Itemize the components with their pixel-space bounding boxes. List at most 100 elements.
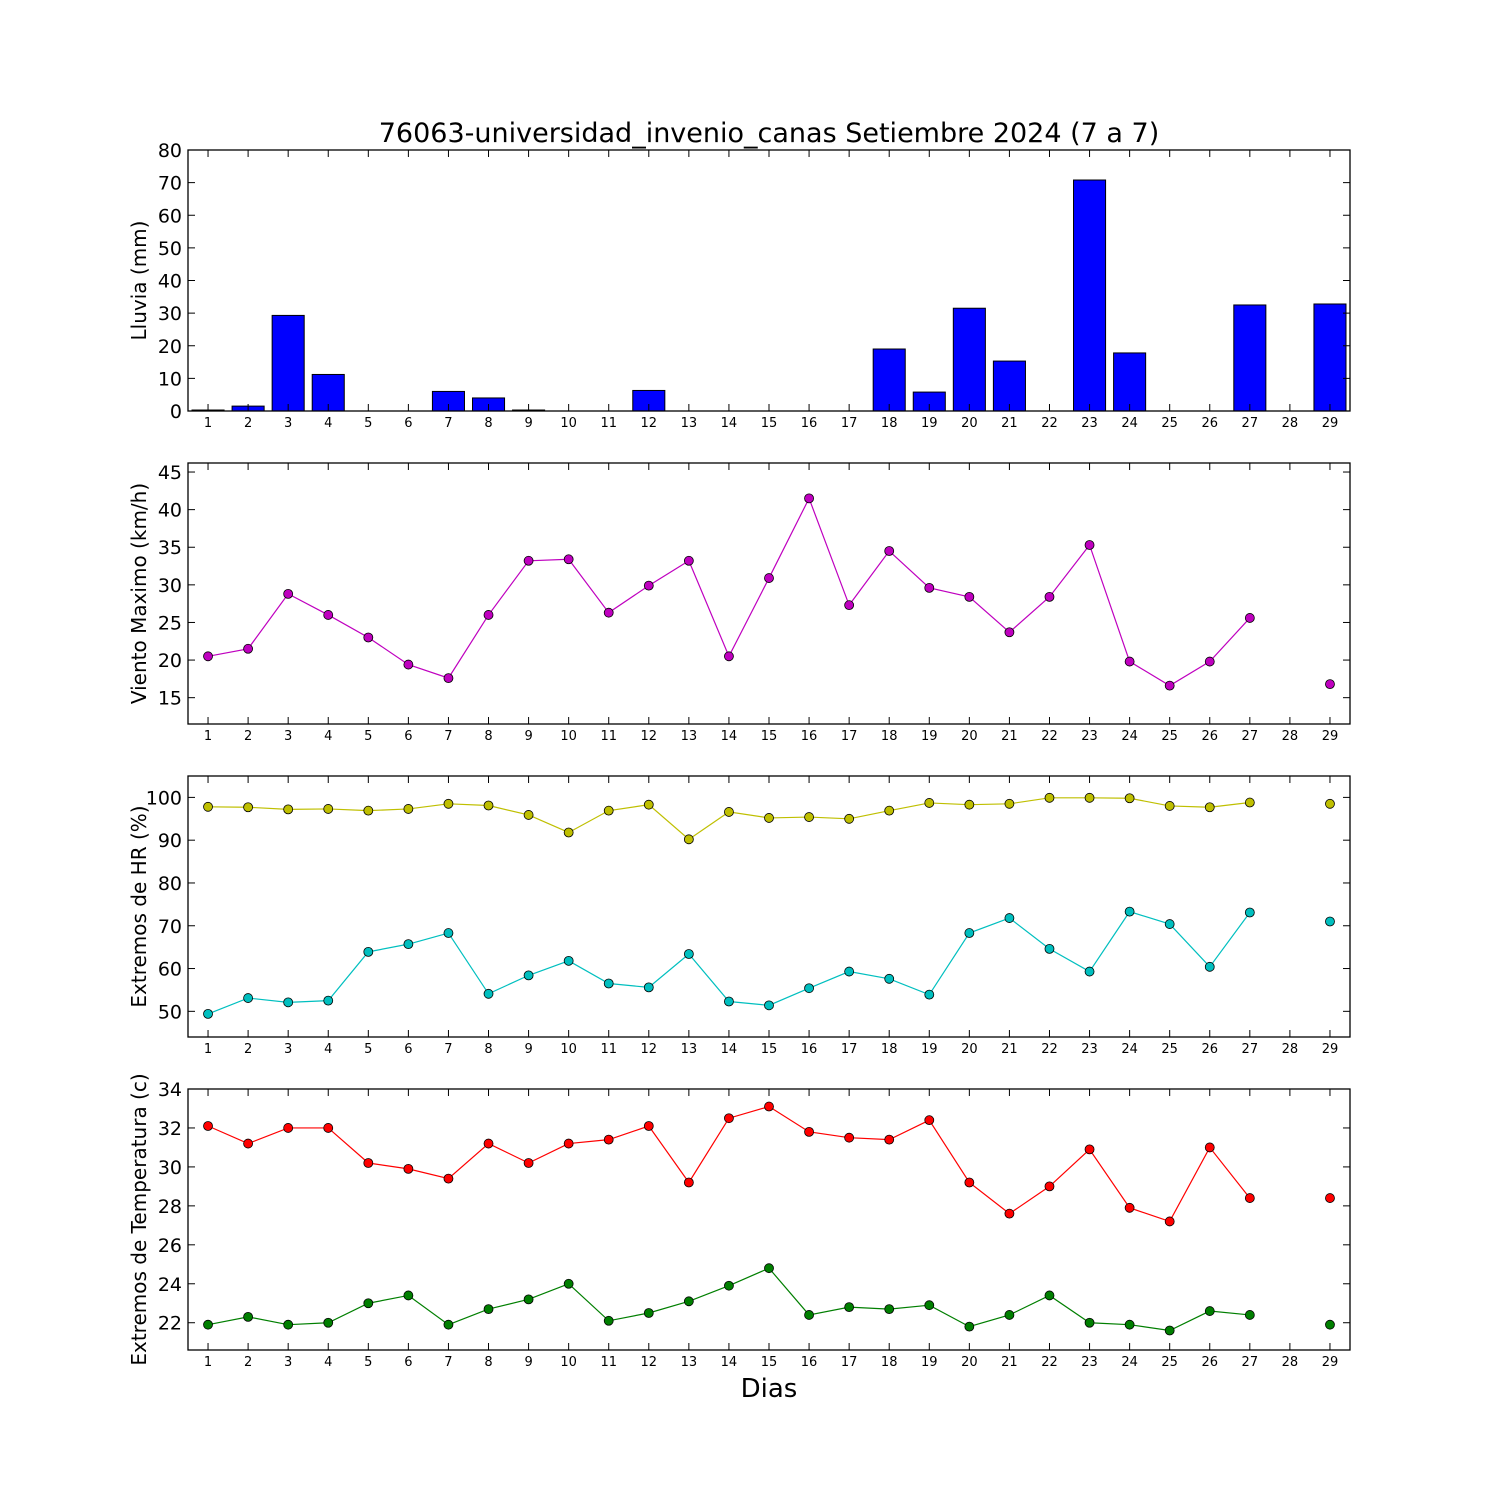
point-series-2-day-29 — [1325, 1319, 1335, 1330]
point-series-1-day-3 — [283, 588, 294, 599]
y-tick-label: 0 — [170, 401, 182, 423]
x-tick-label: 7 — [444, 1042, 452, 1057]
point-series-1-day-4 — [323, 804, 334, 814]
point-series-2-day-7 — [443, 1319, 454, 1330]
plot-frame — [187, 1088, 1351, 1351]
x-tick-label: 15 — [761, 1355, 778, 1370]
point-series-2-day-7 — [443, 928, 454, 938]
point-series-1-day-26 — [1204, 656, 1215, 667]
point-series-2-day-2 — [243, 993, 254, 1003]
y-axis-label: Viento Maximo (km/h) — [127, 483, 151, 704]
x-tick-label: 11 — [600, 416, 617, 431]
x-tick-label: 21 — [1001, 1355, 1018, 1370]
point-series-1-day-14 — [724, 1113, 734, 1124]
x-tick-label: 19 — [921, 729, 938, 744]
point-series-2-day-19 — [924, 989, 935, 1000]
point-series-2-day-16 — [804, 983, 814, 994]
point-series-1-day-2 — [243, 802, 254, 813]
x-tick-label: 5 — [364, 729, 372, 744]
point-series-2-day-9 — [523, 970, 534, 981]
point-series-1-day-17 — [844, 1132, 855, 1143]
y-tick-label: 60 — [158, 205, 182, 227]
y-tick-label: 20 — [158, 650, 182, 672]
point-series-2-day-9 — [523, 1294, 534, 1305]
x-tick-label: 19 — [921, 416, 938, 431]
point-series-1-day-6 — [403, 659, 414, 670]
x-tick-label: 3 — [284, 1042, 292, 1057]
bar-day-21 — [992, 360, 1026, 412]
x-tick-label: 27 — [1242, 729, 1259, 744]
point-series-1-day-12 — [643, 580, 654, 591]
x-tick-label: 6 — [404, 416, 412, 431]
point-series-1-day-24 — [1124, 1202, 1135, 1213]
bar-day-24 — [1113, 352, 1147, 412]
point-series-1-day-26 — [1204, 1142, 1215, 1153]
x-tick-label: 4 — [324, 1355, 332, 1370]
point-series-1-day-10 — [563, 554, 574, 565]
x-tick-label: 24 — [1121, 729, 1138, 744]
point-series-1-day-24 — [1124, 656, 1135, 667]
y-tick-label: 10 — [158, 368, 182, 390]
point-series-2-day-26 — [1204, 1306, 1215, 1316]
y-tick-label: 90 — [158, 830, 182, 852]
point-series-2-day-16 — [804, 1310, 814, 1320]
point-series-1-day-14 — [724, 651, 734, 662]
x-tick-label: 16 — [801, 1042, 818, 1057]
point-series-1-day-5 — [363, 632, 374, 643]
x-axis-label: Dias — [741, 1374, 798, 1404]
point-series-2-day-11 — [603, 978, 614, 989]
point-series-1-day-2 — [243, 643, 254, 654]
x-tick-label: 25 — [1161, 1042, 1178, 1057]
point-series-1-day-1 — [203, 651, 213, 662]
x-tick-label: 14 — [721, 729, 738, 744]
point-series-1-day-19 — [924, 798, 935, 808]
plot-frame — [187, 462, 1351, 725]
y-axis-label: Lluvia (mm) — [127, 221, 151, 341]
y-tick-label: 22 — [158, 1313, 182, 1335]
x-tick-label: 15 — [761, 1042, 778, 1057]
x-tick-label: 25 — [1161, 416, 1178, 431]
x-tick-label: 8 — [484, 416, 492, 431]
point-series-2-day-1 — [203, 1319, 213, 1330]
x-tick-label: 21 — [1001, 1042, 1018, 1057]
x-tick-label: 7 — [444, 729, 452, 744]
x-tick-label: 17 — [841, 729, 858, 744]
point-series-2-day-27 — [1244, 1310, 1255, 1320]
point-series-1-day-22 — [1044, 1181, 1055, 1192]
point-series-2-day-6 — [403, 1290, 414, 1301]
point-series-2-day-18 — [884, 1304, 895, 1314]
x-tick-label: 13 — [681, 1042, 698, 1057]
x-tick-label: 28 — [1282, 729, 1299, 744]
point-series-2-day-12 — [643, 982, 654, 993]
point-series-2-day-13 — [683, 949, 694, 959]
x-tick-label: 23 — [1081, 1042, 1098, 1057]
x-tick-label: 20 — [961, 1355, 978, 1370]
y-tick-label: 50 — [158, 1001, 182, 1023]
point-series-2-day-21 — [1004, 913, 1015, 923]
x-tick-label: 9 — [524, 729, 532, 744]
x-tick-label: 25 — [1161, 1355, 1178, 1370]
point-series-1-day-20 — [964, 591, 975, 602]
y-tick-label: 70 — [158, 173, 182, 195]
point-series-2-day-3 — [283, 1319, 294, 1330]
point-series-1-day-23 — [1084, 1144, 1095, 1155]
point-series-2-day-8 — [483, 1304, 494, 1314]
x-tick-label: 22 — [1041, 416, 1058, 431]
point-series-1-day-26 — [1204, 802, 1215, 813]
point-series-1-day-16 — [804, 812, 814, 822]
x-tick-label: 20 — [961, 416, 978, 431]
point-series-2-day-14 — [724, 996, 734, 1007]
x-tick-label: 25 — [1161, 729, 1178, 744]
x-tick-label: 8 — [484, 1355, 492, 1370]
x-tick-label: 15 — [761, 729, 778, 744]
x-tick-label: 2 — [244, 1042, 252, 1057]
bar-day-20 — [952, 307, 986, 412]
point-series-1-day-23 — [1084, 540, 1095, 550]
point-series-2-day-22 — [1044, 943, 1055, 954]
point-series-1-day-9 — [523, 555, 534, 566]
point-series-2-day-21 — [1004, 1310, 1015, 1320]
x-tick-label: 10 — [560, 1355, 577, 1370]
point-series-1-day-23 — [1084, 792, 1095, 803]
